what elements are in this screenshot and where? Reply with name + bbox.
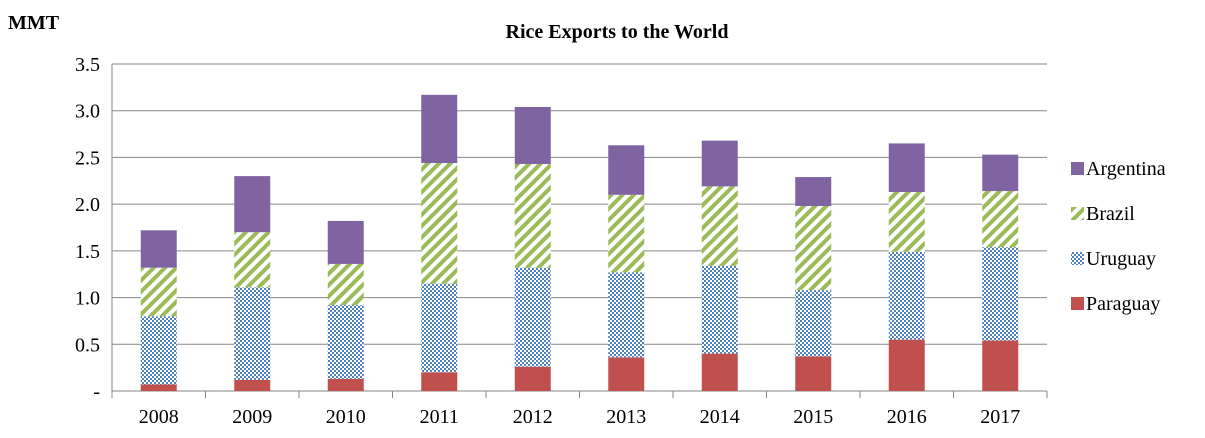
bar-argentina-2013 [608, 145, 645, 195]
bar-argentina-2010 [327, 220, 364, 264]
legend-swatch-argentina [1071, 162, 1084, 175]
bar-brazil-2016 [888, 191, 925, 252]
bar-uruguay-2010 [327, 305, 364, 379]
bar-brazil-2011 [421, 163, 458, 284]
y-tick-label: 0.5 [75, 334, 100, 356]
bar-paraguay-2014 [701, 353, 738, 391]
bar-uruguay-2008 [140, 316, 177, 385]
bar-uruguay-2016 [888, 251, 925, 340]
y-tick-label: 2.0 [75, 194, 100, 216]
bar-brazil-2015 [795, 206, 832, 291]
bar-brazil-2008 [140, 267, 177, 317]
tick-labels: - 0.5 1.0 1.5 2.0 2.5 3.0 3.5 2008 2009 2010 2011 20… [75, 54, 1020, 428]
bar-argentina-2012 [514, 106, 551, 164]
legend-swatch-brazil [1071, 207, 1084, 220]
bar-paraguay-2015 [795, 356, 832, 391]
x-tick-label: 2012 [513, 406, 553, 428]
bars [140, 94, 1019, 391]
bar-uruguay-2014 [701, 265, 738, 354]
bar-paraguay-2008 [140, 384, 177, 391]
chart-title: Rice Exports to the World [506, 21, 729, 43]
bar-uruguay-2012 [514, 267, 551, 367]
bar-paraguay-2011 [421, 372, 458, 391]
y-tick-label: 2.5 [75, 147, 100, 169]
y-tick-label: 3.5 [75, 54, 100, 76]
bar-argentina-2016 [888, 143, 925, 192]
y-tick-label: 1.0 [75, 288, 100, 310]
bar-argentina-2014 [701, 140, 738, 187]
bar-paraguay-2012 [514, 366, 551, 391]
bar-paraguay-2013 [608, 357, 645, 391]
unit-label: MMT [8, 12, 60, 34]
bar-argentina-2009 [234, 176, 271, 233]
bar-brazil-2014 [701, 186, 738, 266]
x-tick-label: 2017 [980, 406, 1020, 428]
legend-label-uruguay: Uruguay [1086, 248, 1156, 270]
y-tick-label: - [93, 381, 100, 403]
legend-swatch-paraguay [1071, 297, 1084, 310]
legend: Argentina Brazil Uruguay Paraguay [1071, 158, 1166, 315]
bar-brazil-2017 [982, 191, 1019, 248]
bar-paraguay-2016 [888, 339, 925, 391]
bar-argentina-2017 [982, 154, 1019, 192]
x-tick-label: 2011 [420, 406, 459, 428]
bar-paraguay-2009 [234, 379, 271, 391]
bar-uruguay-2015 [795, 290, 832, 357]
bar-paraguay-2017 [982, 340, 1019, 391]
bar-uruguay-2009 [234, 287, 271, 380]
bar-brazil-2010 [327, 263, 364, 306]
bar-uruguay-2013 [608, 272, 645, 358]
legend-label-brazil: Brazil [1086, 203, 1135, 225]
x-tick-label: 2008 [139, 406, 179, 428]
y-tick-label: 3.0 [75, 101, 100, 123]
bar-argentina-2015 [795, 177, 832, 207]
bar-argentina-2008 [140, 230, 177, 268]
bar-uruguay-2017 [982, 247, 1019, 341]
bar-uruguay-2011 [421, 283, 458, 373]
legend-label-paraguay: Paraguay [1086, 293, 1160, 315]
x-tick-label: 2015 [793, 406, 833, 428]
x-tick-label: 2013 [606, 406, 646, 428]
x-tick-label: 2010 [326, 406, 366, 428]
x-tick-label: 2009 [232, 406, 272, 428]
y-tick-label: 1.5 [75, 241, 100, 263]
x-tick-label: 2016 [887, 406, 927, 428]
bar-brazil-2012 [514, 163, 551, 268]
legend-label-argentina: Argentina [1086, 158, 1166, 180]
legend-swatch-uruguay [1071, 252, 1084, 265]
bar-paraguay-2010 [327, 378, 364, 391]
bar-argentina-2011 [421, 94, 458, 164]
x-tick-label: 2014 [700, 406, 740, 428]
bar-brazil-2009 [234, 232, 271, 288]
bar-brazil-2013 [608, 194, 645, 273]
